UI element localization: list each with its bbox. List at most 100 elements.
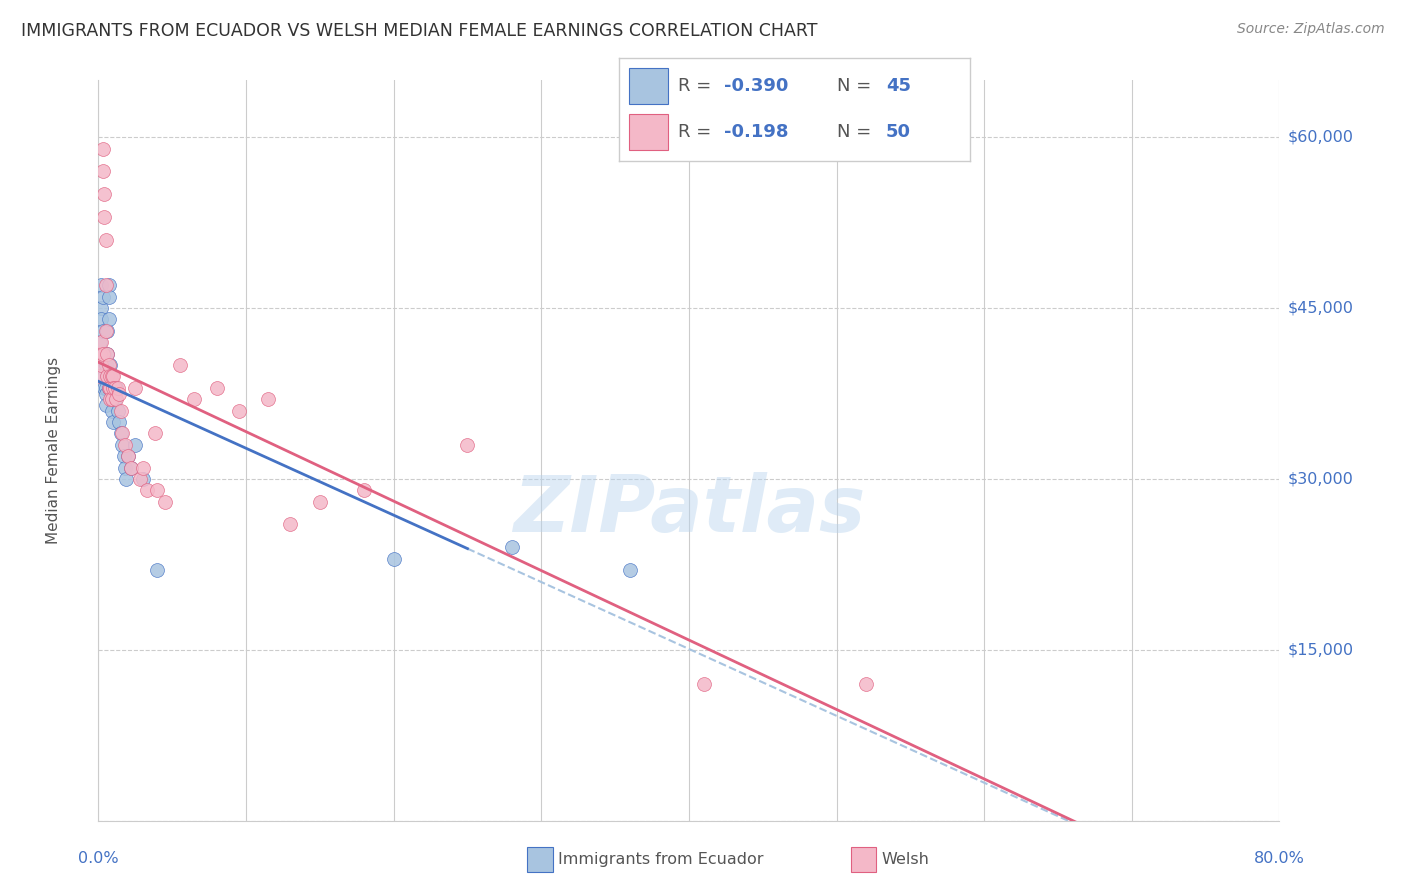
- Point: [97, 312, 120, 326]
- Point: [97, 278, 120, 293]
- Point: [93, 187, 115, 202]
- Point: [855, 677, 877, 691]
- Text: Source: ZipAtlas.com: Source: ZipAtlas.com: [1237, 22, 1385, 37]
- Text: 0.0%: 0.0%: [79, 851, 118, 866]
- Point: [98, 381, 121, 395]
- Text: Immigrants from Ecuador: Immigrants from Ecuador: [558, 853, 763, 867]
- Point: [105, 392, 128, 407]
- Point: [98, 369, 121, 384]
- Point: [94, 324, 117, 338]
- Point: [100, 369, 122, 384]
- Point: [94, 358, 117, 372]
- Point: [97, 381, 120, 395]
- Point: [90, 335, 112, 350]
- Text: 80.0%: 80.0%: [1254, 851, 1305, 866]
- Point: [104, 392, 127, 407]
- Point: [153, 494, 176, 508]
- Point: [100, 403, 122, 417]
- Point: [96, 324, 118, 338]
- Point: [94, 398, 117, 412]
- Point: [501, 541, 523, 555]
- FancyBboxPatch shape: [630, 114, 668, 150]
- Point: [205, 381, 228, 395]
- Text: $15,000: $15,000: [1288, 642, 1354, 657]
- Point: [96, 369, 118, 384]
- Text: -0.390: -0.390: [724, 77, 789, 95]
- Point: [309, 494, 332, 508]
- Point: [97, 358, 120, 372]
- Point: [108, 386, 131, 401]
- Point: [96, 346, 118, 360]
- Point: [110, 426, 132, 441]
- Point: [128, 472, 150, 486]
- Point: [115, 472, 138, 486]
- Point: [89, 369, 111, 384]
- Point: [693, 677, 716, 691]
- Point: [103, 415, 125, 429]
- Text: Median Female Earnings: Median Female Earnings: [46, 357, 60, 544]
- Point: [146, 563, 169, 577]
- Point: [136, 483, 159, 498]
- Text: 50: 50: [886, 123, 911, 141]
- Point: [108, 415, 131, 429]
- Point: [98, 381, 121, 395]
- Text: IMMIGRANTS FROM ECUADOR VS WELSH MEDIAN FEMALE EARNINGS CORRELATION CHART: IMMIGRANTS FROM ECUADOR VS WELSH MEDIAN …: [21, 22, 818, 40]
- Point: [89, 346, 111, 360]
- Point: [90, 312, 112, 326]
- Point: [132, 472, 155, 486]
- Point: [132, 460, 155, 475]
- Point: [100, 392, 122, 407]
- Point: [90, 358, 112, 372]
- Point: [183, 392, 205, 407]
- Text: R =: R =: [678, 123, 723, 141]
- Point: [457, 438, 479, 452]
- Text: 45: 45: [886, 77, 911, 95]
- Point: [353, 483, 375, 498]
- Point: [103, 369, 125, 384]
- Text: R =: R =: [678, 77, 717, 95]
- Point: [91, 142, 114, 156]
- Text: $30,000: $30,000: [1288, 472, 1354, 486]
- Point: [257, 392, 280, 407]
- Point: [280, 517, 302, 532]
- Point: [124, 381, 146, 395]
- Point: [93, 210, 115, 224]
- Text: N =: N =: [837, 123, 876, 141]
- Text: ZIPatlas: ZIPatlas: [513, 472, 865, 548]
- Point: [169, 358, 191, 372]
- Point: [111, 438, 134, 452]
- Point: [91, 290, 114, 304]
- Point: [114, 460, 136, 475]
- Point: [91, 358, 114, 372]
- Point: [107, 381, 129, 395]
- Point: [89, 335, 111, 350]
- Point: [105, 381, 128, 395]
- Point: [382, 551, 405, 566]
- Point: [100, 392, 122, 407]
- Point: [97, 381, 120, 395]
- Point: [112, 449, 135, 463]
- FancyBboxPatch shape: [630, 69, 668, 104]
- Point: [107, 403, 129, 417]
- Point: [117, 449, 139, 463]
- Point: [93, 346, 115, 360]
- Point: [120, 460, 142, 475]
- Point: [94, 386, 117, 401]
- Point: [619, 563, 641, 577]
- Point: [96, 346, 118, 360]
- Point: [124, 438, 146, 452]
- Text: $45,000: $45,000: [1288, 301, 1354, 316]
- Point: [117, 449, 139, 463]
- Point: [120, 460, 142, 475]
- Point: [94, 278, 117, 293]
- Point: [93, 369, 115, 384]
- Point: [110, 403, 132, 417]
- Point: [228, 403, 250, 417]
- Point: [104, 381, 127, 395]
- Point: [97, 290, 120, 304]
- Point: [111, 426, 134, 441]
- Point: [146, 483, 169, 498]
- Point: [96, 369, 118, 384]
- Point: [93, 381, 115, 395]
- Point: [90, 301, 112, 315]
